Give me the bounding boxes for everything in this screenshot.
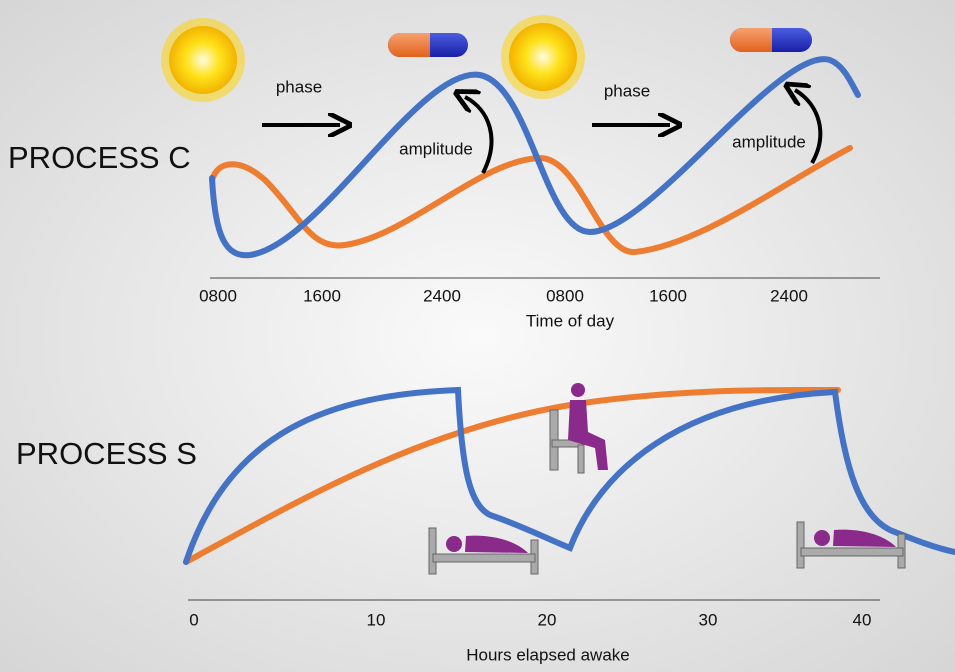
diagram: PROCESS C phase phase amplitude amplitud… (0, 0, 955, 672)
amplitude-label: amplitude (732, 132, 806, 151)
background (0, 0, 955, 672)
tick-label: 1600 (649, 286, 687, 305)
sun-icon (161, 18, 245, 102)
amplitude-label: amplitude (399, 139, 473, 158)
process-label: PROCESS C (8, 140, 191, 175)
phase-label: phase (604, 81, 650, 100)
tick-label: 20 (538, 610, 557, 629)
axis-title: Time of day (526, 311, 615, 330)
tick-label: 2400 (423, 286, 461, 305)
tick-label: 10 (367, 610, 386, 629)
tick-label: 40 (853, 610, 872, 629)
pill-icon (730, 28, 812, 52)
sun-icon (501, 15, 585, 99)
tick-label: 0 (189, 610, 198, 629)
tick-label: 2400 (770, 286, 808, 305)
tick-label: 1600 (303, 286, 341, 305)
axis-title: Hours elapsed awake (466, 645, 629, 664)
process-label: PROCESS S (16, 436, 197, 471)
pill-icon (388, 33, 468, 57)
tick-label: 0800 (199, 286, 237, 305)
tick-label: 0800 (546, 286, 584, 305)
tick-label: 30 (699, 610, 718, 629)
phase-label: phase (276, 77, 322, 96)
